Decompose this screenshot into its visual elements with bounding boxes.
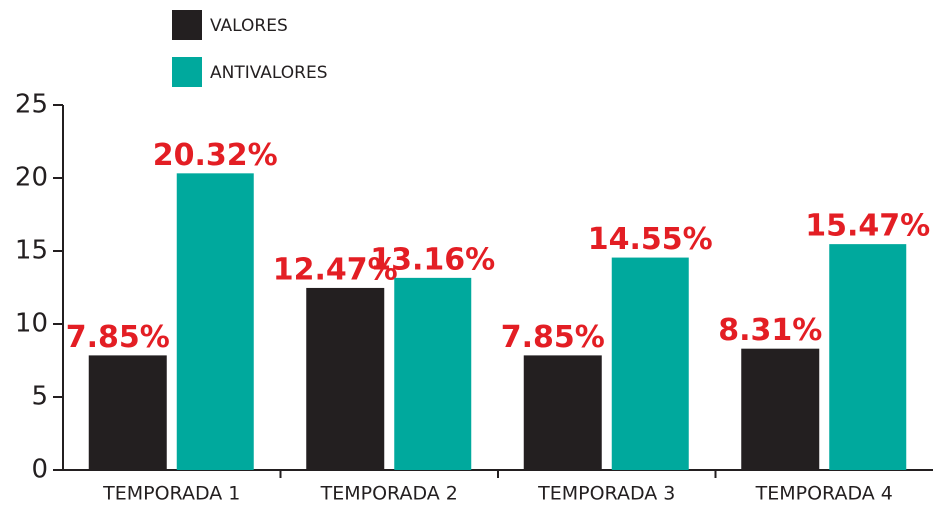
- x-tick-label: TEMPORADA 3: [537, 483, 675, 505]
- value-label: 13.16%: [370, 242, 495, 277]
- y-tick-label: 25: [15, 90, 48, 120]
- value-label: 8.31%: [718, 313, 822, 348]
- y-tick-label: 0: [31, 455, 48, 485]
- legend-swatch: [172, 10, 202, 40]
- bar: [88, 355, 167, 470]
- legend-swatch: [172, 57, 202, 87]
- value-label: 7.85%: [501, 320, 605, 355]
- legend-label: ANTIVALORES: [210, 63, 328, 83]
- y-tick-label: 15: [15, 236, 48, 266]
- y-tick-label: 10: [15, 309, 48, 339]
- value-label: 15.47%: [805, 209, 930, 244]
- bar: [176, 173, 254, 470]
- bar: [523, 355, 602, 470]
- x-tick-label: TEMPORADA 1: [102, 483, 240, 505]
- bar: [611, 257, 689, 470]
- value-label: 7.85%: [66, 320, 170, 355]
- bar: [306, 287, 385, 470]
- value-label: 12.47%: [273, 252, 398, 287]
- bar: [394, 277, 472, 470]
- bar: [829, 244, 907, 470]
- x-tick-label: TEMPORADA 2: [320, 483, 458, 505]
- y-tick-label: 20: [15, 163, 48, 193]
- value-label: 14.55%: [588, 222, 713, 257]
- value-label: 20.32%: [153, 138, 278, 173]
- bar: [741, 348, 820, 470]
- legend-label: VALORES: [210, 16, 288, 36]
- y-tick-label: 5: [31, 382, 48, 412]
- x-tick-label: TEMPORADA 4: [755, 483, 893, 505]
